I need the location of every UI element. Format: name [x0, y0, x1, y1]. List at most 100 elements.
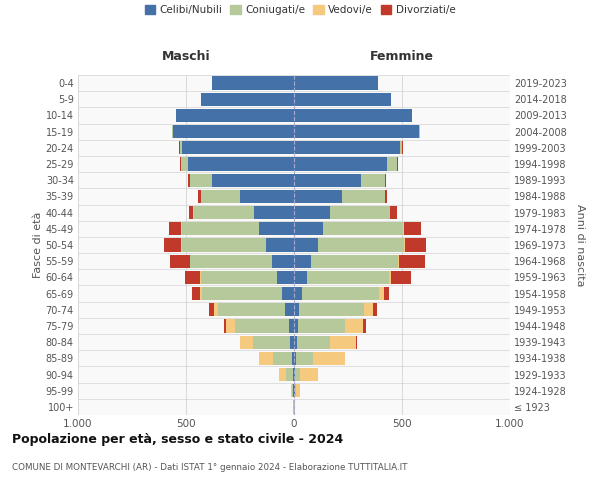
Bar: [364, 303, 373, 316]
Bar: [362, 320, 366, 332]
Bar: [289, 320, 294, 332]
Bar: [379, 287, 383, 300]
Bar: [164, 238, 181, 252]
Bar: [294, 206, 329, 220]
Bar: [307, 270, 389, 284]
Bar: [218, 303, 286, 316]
Bar: [387, 158, 397, 170]
Bar: [323, 222, 403, 235]
Bar: [188, 158, 294, 170]
Bar: [299, 303, 364, 316]
Bar: [214, 303, 218, 316]
Bar: [200, 287, 202, 300]
Bar: [286, 368, 293, 381]
Bar: [173, 125, 294, 138]
Bar: [201, 92, 294, 106]
Bar: [212, 76, 294, 90]
Bar: [170, 254, 190, 268]
Bar: [294, 125, 419, 138]
Bar: [292, 384, 293, 398]
Bar: [313, 352, 346, 365]
Bar: [182, 238, 266, 252]
Bar: [294, 174, 361, 187]
Bar: [294, 303, 299, 316]
Bar: [294, 158, 387, 170]
Bar: [400, 141, 403, 154]
Bar: [385, 174, 386, 187]
Bar: [201, 270, 277, 284]
Bar: [253, 336, 290, 349]
Bar: [194, 206, 254, 220]
Bar: [383, 287, 389, 300]
Y-axis label: Anni di nascita: Anni di nascita: [575, 204, 586, 286]
Bar: [266, 238, 294, 252]
Bar: [290, 384, 292, 398]
Bar: [293, 384, 294, 398]
Bar: [182, 222, 259, 235]
Bar: [301, 368, 318, 381]
Bar: [293, 368, 294, 381]
Bar: [193, 287, 200, 300]
Bar: [296, 352, 313, 365]
Bar: [294, 222, 323, 235]
Bar: [181, 158, 188, 170]
Bar: [279, 368, 286, 381]
Bar: [294, 141, 400, 154]
Bar: [190, 254, 272, 268]
Bar: [254, 206, 294, 220]
Bar: [296, 384, 300, 398]
Text: Maschi: Maschi: [161, 50, 211, 62]
Bar: [329, 206, 390, 220]
Bar: [294, 238, 318, 252]
Bar: [399, 254, 425, 268]
Bar: [389, 270, 391, 284]
Bar: [290, 336, 294, 349]
Bar: [404, 222, 421, 235]
Bar: [294, 254, 311, 268]
Bar: [188, 174, 190, 187]
Bar: [190, 174, 212, 187]
Bar: [202, 287, 282, 300]
Bar: [346, 320, 362, 332]
Text: Femmine: Femmine: [370, 50, 434, 62]
Bar: [398, 254, 399, 268]
Bar: [286, 303, 294, 316]
Bar: [272, 254, 294, 268]
Bar: [329, 336, 356, 349]
Bar: [361, 174, 385, 187]
Bar: [404, 238, 405, 252]
Bar: [294, 336, 297, 349]
Bar: [373, 303, 377, 316]
Bar: [273, 352, 292, 365]
Bar: [259, 222, 294, 235]
Bar: [318, 238, 404, 252]
Bar: [294, 368, 295, 381]
Bar: [397, 158, 398, 170]
Bar: [240, 190, 294, 203]
Bar: [294, 76, 378, 90]
Bar: [298, 320, 346, 332]
Bar: [240, 336, 253, 349]
Text: Popolazione per età, sesso e stato civile - 2024: Popolazione per età, sesso e stato civil…: [12, 432, 343, 446]
Bar: [189, 206, 193, 220]
Bar: [226, 320, 235, 332]
Text: COMUNE DI MONTEVARCHI (AR) - Dati ISTAT 1° gennaio 2024 - Elaborazione TUTTITALI: COMUNE DI MONTEVARCHI (AR) - Dati ISTAT …: [12, 462, 407, 471]
Bar: [294, 190, 341, 203]
Bar: [182, 141, 294, 154]
Bar: [311, 254, 398, 268]
Y-axis label: Fasce di età: Fasce di età: [32, 212, 43, 278]
Bar: [419, 125, 421, 138]
Bar: [212, 174, 294, 187]
Bar: [209, 303, 214, 316]
Bar: [200, 270, 201, 284]
Bar: [294, 92, 391, 106]
Bar: [295, 384, 296, 398]
Bar: [235, 320, 289, 332]
Bar: [297, 336, 329, 349]
Bar: [391, 206, 397, 220]
Bar: [294, 270, 307, 284]
Bar: [282, 287, 294, 300]
Bar: [341, 190, 385, 203]
Bar: [294, 352, 296, 365]
Legend: Celibi/Nubili, Coniugati/e, Vedovi/e, Divorziati/e: Celibi/Nubili, Coniugati/e, Vedovi/e, Di…: [145, 5, 455, 15]
